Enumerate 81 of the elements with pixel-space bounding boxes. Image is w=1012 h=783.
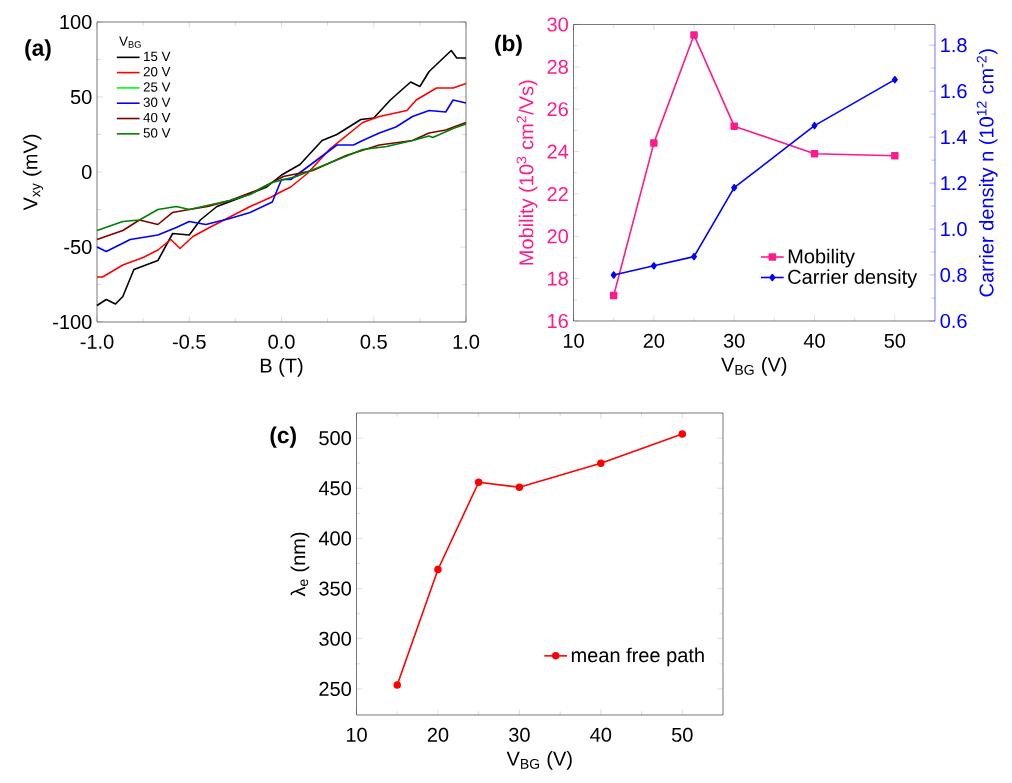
- y-tick-label: 450: [318, 481, 351, 496]
- legend-label: Mobility: [788, 248, 855, 268]
- y2-tick-label: 1.0: [941, 221, 967, 237]
- x-tick-label: 0.0: [268, 334, 295, 349]
- y-tick-label: 20: [547, 229, 568, 244]
- y2-tick-label: 1.6: [941, 84, 967, 99]
- x-tick-label: 1.0: [453, 334, 480, 349]
- x-tick-label: 20: [643, 333, 665, 348]
- x-tick-label: 50: [671, 727, 693, 742]
- y-tick-label: 22: [547, 186, 568, 201]
- y-tick-label: -100: [53, 314, 92, 330]
- point: [474, 478, 483, 486]
- y-axis-title: V$_{xy}$ (mV): [22, 134, 44, 211]
- y2-axis-title: Carrier density n (10$^{12}$ cm$^{-2}$): [976, 49, 998, 297]
- point: [690, 31, 698, 39]
- y2-tick-label: 1.8: [941, 38, 967, 53]
- x-tick-label: 30: [509, 727, 530, 742]
- x-axis-title: V$_{BG}$ (V): [721, 357, 787, 376]
- y-tick-label: 250: [319, 681, 351, 696]
- point: [811, 121, 818, 130]
- x-tick-label: 40: [590, 727, 612, 742]
- point: [730, 122, 738, 130]
- y-tick-label: 28: [547, 59, 568, 74]
- legend-label: 15 V: [144, 51, 171, 62]
- point: [610, 271, 617, 279]
- y-tick-label: 400: [318, 531, 351, 546]
- y-axis-title: Mobility (10$^{3}$ cm$^{2}$/Vs): [516, 80, 538, 265]
- x-axis-title: B (T): [260, 358, 303, 377]
- legend-label: 25 V: [143, 82, 171, 92]
- x-tick-label: -1.0: [80, 334, 114, 349]
- point: [434, 565, 442, 574]
- y-tick-label: 350: [319, 581, 351, 596]
- y-tick-label: 26: [547, 102, 568, 117]
- text: (c): [270, 426, 296, 448]
- y-tick-label: 0: [81, 164, 92, 180]
- text: (a): [25, 39, 51, 61]
- y-tick-label: 500: [319, 431, 351, 446]
- x-tick-label: 30: [723, 333, 745, 348]
- point: [609, 291, 618, 300]
- x-axis-title: V$_{BG}$ (V): [506, 751, 572, 770]
- point: [515, 483, 524, 491]
- legend-label: 30 V: [143, 97, 171, 107]
- x-tick-label: -0.5: [172, 334, 206, 349]
- x-tick-label: 10: [563, 333, 584, 348]
- y-tick-label: 30: [547, 17, 568, 32]
- point: [650, 139, 658, 147]
- line-series: [96, 82, 467, 278]
- y2-tick-label: 0.8: [940, 267, 967, 283]
- y-tick-label: 100: [60, 14, 92, 30]
- x-tick-label: 10: [346, 727, 367, 742]
- legend-label: Carrier density: [788, 269, 918, 288]
- x-tick-label: 40: [803, 333, 825, 348]
- legend-title: V$_{BG}$: [119, 36, 141, 48]
- line-series: [96, 99, 467, 253]
- y2-tick-label: 1.2: [941, 176, 967, 191]
- legend-label: 20 V: [143, 66, 171, 77]
- point: [393, 681, 401, 689]
- y2-tick-label: 1.4: [941, 130, 967, 144]
- point: [891, 75, 898, 84]
- y-tick-label: 24: [547, 144, 569, 159]
- y-tick-label: 18: [548, 271, 568, 286]
- point: [678, 430, 687, 438]
- y2-tick-label: 0.6: [940, 313, 967, 329]
- y-tick-label: -50: [64, 239, 92, 255]
- legend-label: mean free path: [571, 647, 704, 667]
- y-axis-title: λ$_{e}$ (nm): [290, 532, 310, 597]
- point: [731, 183, 738, 192]
- legend-label: 50 V: [143, 128, 171, 138]
- x-tick-label: 0.5: [360, 334, 387, 349]
- x-tick-label: 20: [427, 727, 449, 742]
- text: (b): [495, 34, 522, 56]
- point: [597, 459, 605, 467]
- legend-label: 40 V: [143, 112, 171, 123]
- y-tick-label: 50: [70, 89, 92, 105]
- y-tick-label: 16: [548, 313, 568, 329]
- x-tick-label: 50: [884, 333, 906, 348]
- point: [891, 152, 899, 160]
- point: [691, 252, 698, 261]
- point: [650, 262, 657, 270]
- y-tick-label: 300: [319, 631, 351, 646]
- point: [810, 149, 819, 158]
